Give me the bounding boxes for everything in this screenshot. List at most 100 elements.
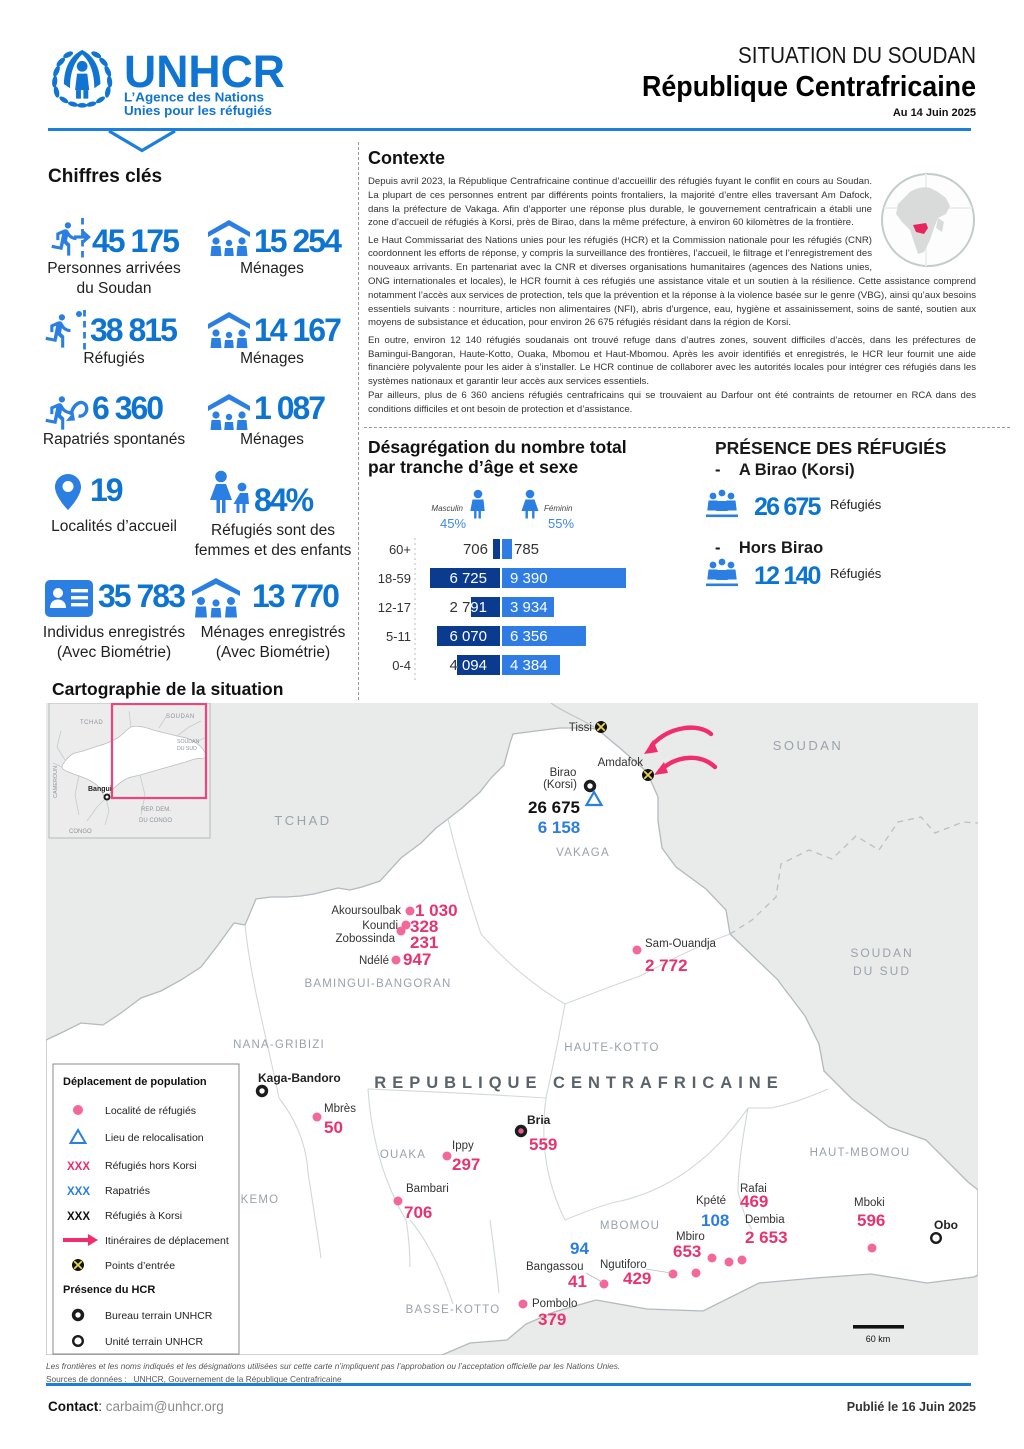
svg-text:HAUT-MBOMOU: HAUT-MBOMOU [810, 1147, 911, 1159]
svg-text:Réfugiés hors Korsi: Réfugiés hors Korsi [105, 1160, 197, 1172]
svg-text:469: 469 [740, 1192, 768, 1211]
svg-text:Lieu de relocalisation: Lieu de relocalisation [105, 1132, 204, 1144]
svg-text:Mbrès: Mbrès [324, 1103, 356, 1115]
svg-text:XXX: XXX [67, 1211, 90, 1223]
svg-text:328: 328 [410, 917, 438, 936]
svg-text:653: 653 [673, 1242, 701, 1261]
svg-text:26 675: 26 675 [528, 798, 580, 817]
svg-text:559: 559 [529, 1135, 557, 1154]
svg-text:Pombolo: Pombolo [532, 1298, 577, 1310]
svg-text:12-17: 12-17 [378, 600, 411, 615]
svg-text:Koundi: Koundi [362, 920, 398, 932]
svg-text:6 070: 6 070 [449, 628, 487, 645]
svg-text:6 725: 6 725 [449, 570, 487, 587]
svg-text:Dembia: Dembia [745, 1214, 785, 1226]
svg-text:3 934: 3 934 [510, 599, 548, 616]
svg-text:REPUBLIQUE CENTRAFRICAINE: REPUBLIQUE CENTRAFRICAINE [374, 1074, 783, 1092]
svg-text:2 653: 2 653 [745, 1228, 788, 1247]
svg-text:SOUDAN: SOUDAN [177, 739, 199, 745]
svg-text:Kpété: Kpété [696, 1195, 726, 1207]
svg-text:5-11: 5-11 [386, 629, 411, 644]
svg-text:SOUDAN: SOUDAN [166, 714, 195, 720]
svg-text:CONGO: CONGO [69, 829, 92, 835]
svg-text:SOUDAN: SOUDAN [850, 946, 913, 960]
svg-text:Bambari: Bambari [406, 1183, 449, 1195]
svg-text:Sam-Ouandja: Sam-Ouandja [645, 938, 717, 950]
svg-text:Bureau terrain UNHCR: Bureau terrain UNHCR [105, 1310, 213, 1322]
svg-text:XXX: XXX [67, 1186, 90, 1198]
svg-text:Masculin: Masculin [431, 504, 463, 513]
svg-text:Au 14 Juin 2025: Au 14 Juin 2025 [893, 107, 976, 119]
svg-text:Présence du HCR: Présence du HCR [63, 1284, 155, 1296]
svg-text:Amdafok: Amdafok [598, 757, 644, 769]
svg-text:Localité de réfugiés: Localité de réfugiés [105, 1105, 196, 1117]
svg-text:4 094: 4 094 [449, 657, 487, 674]
svg-text:50: 50 [324, 1118, 343, 1137]
svg-text:MBOMOU: MBOMOU [600, 1220, 660, 1232]
svg-text:KEMO: KEMO [241, 1194, 280, 1206]
svg-text:BASSE-KOTTO: BASSE-KOTTO [406, 1304, 501, 1316]
svg-text:706: 706 [463, 541, 488, 558]
svg-text:60+: 60+ [389, 542, 411, 557]
svg-text:Unité terrain UNHCR: Unité terrain UNHCR [105, 1336, 203, 1348]
svg-text:Réfugiés à Korsi: Réfugiés à Korsi [105, 1210, 182, 1222]
svg-text:DU CONGO: DU CONGO [139, 818, 172, 824]
svg-text:Mbiro: Mbiro [676, 1231, 705, 1243]
svg-text:TCHAD: TCHAD [274, 813, 331, 828]
svg-text:Bria: Bria [527, 1113, 551, 1127]
svg-text:9 390: 9 390 [510, 570, 548, 587]
svg-text:SITUATION DU SOUDAN: SITUATION DU SOUDAN [738, 42, 976, 68]
svg-text:Bangui: Bangui [88, 786, 112, 793]
svg-text:Tissi: Tissi [569, 722, 592, 734]
svg-text:596: 596 [857, 1211, 885, 1230]
svg-text:TCHAD: TCHAD [80, 720, 103, 726]
svg-text:DU SUD: DU SUD [853, 964, 911, 978]
svg-text:60 km: 60 km [866, 1334, 891, 1344]
svg-text:2 791: 2 791 [449, 599, 487, 616]
svg-text:Points d’entrée: Points d’entrée [105, 1260, 175, 1272]
svg-text:379: 379 [538, 1310, 566, 1329]
svg-text:Ndélé: Ndélé [359, 955, 389, 967]
svg-text:1 030: 1 030 [415, 901, 458, 920]
svg-text:2 772: 2 772 [645, 956, 688, 975]
svg-text:Déplacement de population: Déplacement de population [63, 1076, 207, 1088]
svg-text:94: 94 [570, 1239, 589, 1258]
svg-text:République Centrafricaine: République Centrafricaine [642, 71, 976, 103]
svg-text:Ippy: Ippy [452, 1140, 474, 1152]
svg-text:6 158: 6 158 [538, 818, 581, 837]
svg-text:HAUTE-KOTTO: HAUTE-KOTTO [564, 1042, 659, 1054]
svg-text:41: 41 [568, 1272, 587, 1291]
svg-text:706: 706 [404, 1203, 432, 1222]
svg-text:Rapatriés: Rapatriés [105, 1185, 150, 1197]
svg-text:231: 231 [410, 933, 438, 952]
svg-text:0-4: 0-4 [392, 658, 411, 673]
svg-text:Akoursoulbak: Akoursoulbak [331, 905, 401, 917]
svg-text:NANA-GRIBIZI: NANA-GRIBIZI [233, 1039, 325, 1051]
svg-text:UNHCR: UNHCR [124, 46, 285, 97]
svg-text:45%: 45% [440, 516, 466, 531]
svg-text:297: 297 [452, 1155, 480, 1174]
svg-text:Kaga-Bandoro: Kaga-Bandoro [258, 1071, 341, 1085]
svg-text:CAMEROUN: CAMEROUN [53, 766, 59, 798]
svg-text:VAKAGA: VAKAGA [556, 847, 610, 859]
svg-text:Itinéraires de déplacement: Itinéraires de déplacement [105, 1235, 229, 1247]
svg-text:BAMINGUI-BANGORAN: BAMINGUI-BANGORAN [305, 978, 452, 990]
svg-text:OUAKA: OUAKA [380, 1149, 426, 1161]
svg-text:XXX: XXX [67, 1161, 90, 1173]
svg-text:DU SUD: DU SUD [177, 746, 197, 752]
svg-text:L’Agence des Nations: L’Agence des Nations [124, 91, 264, 105]
svg-text:SOUDAN: SOUDAN [773, 738, 844, 753]
svg-text:Zobossinda: Zobossinda [336, 933, 396, 945]
svg-text:429: 429 [623, 1269, 651, 1288]
svg-text:Rafai: Rafai [740, 1183, 767, 1195]
svg-text:Birao: Birao [550, 767, 577, 779]
svg-text:6 356: 6 356 [510, 628, 548, 645]
svg-text:4 094: 4 094 [449, 657, 487, 674]
svg-text:Obo: Obo [934, 1218, 958, 1232]
svg-text:2 791: 2 791 [449, 599, 487, 616]
svg-text:108: 108 [701, 1211, 729, 1230]
svg-text:Ngutiforo: Ngutiforo [600, 1259, 647, 1271]
svg-text:785: 785 [514, 541, 539, 558]
svg-text:18-59: 18-59 [378, 571, 411, 586]
svg-text:(Korsi): (Korsi) [543, 779, 577, 791]
